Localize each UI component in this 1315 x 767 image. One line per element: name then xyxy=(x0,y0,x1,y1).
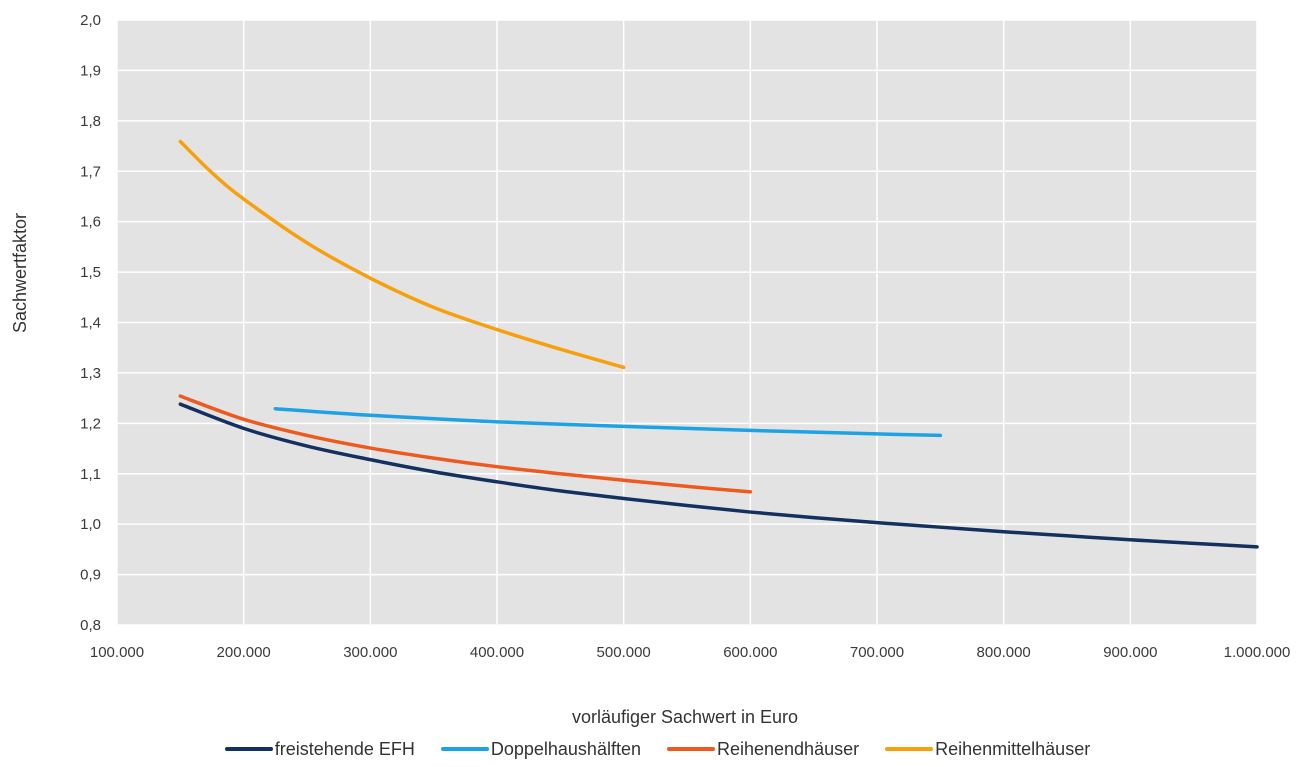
y-tick-label: 1,4 xyxy=(80,315,101,332)
x-tick-label: 200.000 xyxy=(217,644,271,661)
series-line-reihenmittelhäuser xyxy=(178,139,626,370)
x-tick-label: 400.000 xyxy=(470,644,524,661)
legend-label: Reihenendhäuser xyxy=(716,738,860,759)
series-line-doppelhaushälften xyxy=(273,406,943,438)
x-tick-label: 700.000 xyxy=(850,644,904,661)
series-lines xyxy=(178,139,1259,549)
y-tick-label: 0,9 xyxy=(80,567,101,584)
y-tick-label: 1,9 xyxy=(80,62,101,79)
x-tick-label: 1.000.000 xyxy=(1224,644,1291,661)
x-tick-label: 100.000 xyxy=(90,644,144,661)
x-tick-label: 800.000 xyxy=(977,644,1031,661)
y-axis-title: Sachwertfaktor xyxy=(10,213,30,333)
legend-entry: Reihenmittelhäuser xyxy=(885,739,1090,760)
legend-swatch xyxy=(440,747,489,751)
legend-label: Doppelhaushälften xyxy=(490,738,641,759)
y-axis-tick-labels: 0,8 0,9 1,0 1,1 1,2 1,3 1,4 1,5 1,6 1,7 1,8 1,9 2,0 xyxy=(80,12,101,634)
series-line-freistehende-efh xyxy=(178,402,1259,549)
x-axis-title: vorläufiger Sachwert in Euro xyxy=(572,707,798,727)
legend-label: freistehende EFH xyxy=(274,738,415,759)
legend-swatch xyxy=(885,747,934,751)
y-tick-label: 1,6 xyxy=(80,214,101,231)
legend-swatch xyxy=(224,747,273,751)
y-tick-label: 0,8 xyxy=(80,617,101,634)
legend-swatch xyxy=(666,747,715,751)
legend-entry: freistehende EFH xyxy=(224,738,415,760)
x-tick-label: 500.000 xyxy=(597,644,651,661)
x-tick-label: 600.000 xyxy=(723,644,777,661)
legend-label: Reihenmittelhäuser xyxy=(935,738,1091,759)
y-tick-label: 2,0 xyxy=(80,12,101,29)
legend-entry: Reihenendhäuser xyxy=(666,738,860,760)
y-tick-label: 1,7 xyxy=(80,163,101,180)
y-tick-label: 1,0 xyxy=(80,516,101,533)
x-tick-label: 900.000 xyxy=(1103,644,1157,661)
legend-entry: Doppelhaushälften xyxy=(440,738,641,760)
x-axis-tick-labels: 100.000 200.000 300.000 400.000 500.000 600.0… xyxy=(90,644,1290,661)
series-line-reihenendhäuser xyxy=(178,394,753,494)
y-tick-label: 1,1 xyxy=(80,466,101,483)
y-tick-label: 1,3 xyxy=(80,365,101,382)
legend: freistehende EFH Doppelhaushälften Reihene… xyxy=(0,736,1315,762)
y-tick-label: 1,8 xyxy=(80,113,101,130)
x-tick-label: 300.000 xyxy=(343,644,397,661)
y-tick-label: 1,2 xyxy=(80,415,101,432)
y-tick-label: 1,5 xyxy=(80,264,101,281)
